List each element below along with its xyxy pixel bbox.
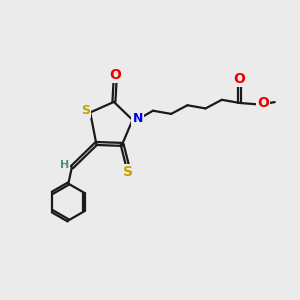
Text: N: N	[132, 112, 143, 125]
Text: O: O	[257, 96, 269, 110]
Text: S: S	[81, 104, 90, 117]
Text: O: O	[109, 68, 121, 82]
Text: O: O	[233, 72, 245, 86]
Text: H: H	[60, 160, 69, 170]
Text: S: S	[123, 165, 133, 179]
